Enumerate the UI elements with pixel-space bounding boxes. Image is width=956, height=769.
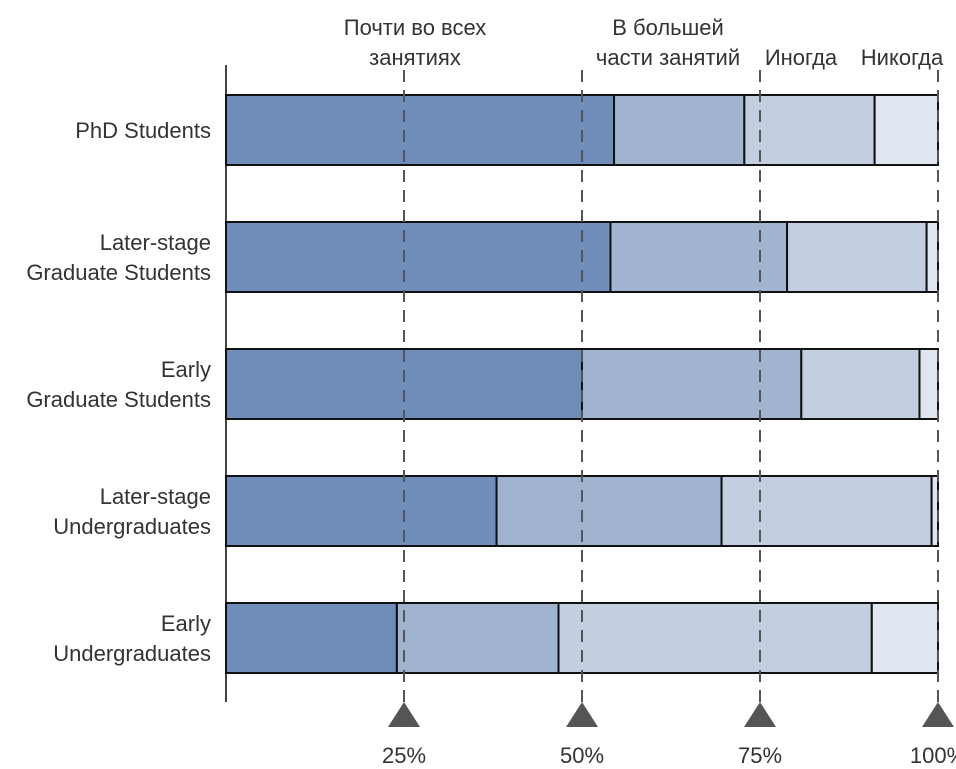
legend-label: Почти во всех [344,15,486,40]
bar-segment-4-3 [870,602,939,674]
x-tick-label: 100% [910,743,956,768]
category-label: Early [161,357,211,382]
legend-label: В большей [612,15,724,40]
bar-segment-4-1 [395,602,560,674]
bar-segment-4-0 [225,602,398,674]
legend-label: Иногда [765,45,838,70]
category-label: Undergraduates [53,514,211,539]
bar-segment-0-0 [225,94,616,166]
labels-layer: PhD Students Later-stage Graduate Students… [26,118,211,666]
category-label: Early [161,611,211,636]
bars-layer [225,65,940,702]
category-label: Graduate Students [26,260,211,285]
category-label: PhD Students [75,118,211,143]
triangle-marker [388,702,420,727]
ticks-layer: 25% 50% 75% 100% [382,702,956,768]
triangle-marker [744,702,776,727]
reference-lines-layer [403,70,939,702]
triangle-marker [566,702,598,727]
bar-segment-1-0 [225,221,612,293]
legend-label: занятиях [369,45,461,70]
bar-segment-0-3 [873,94,940,166]
category-label: Later-stage [100,484,211,509]
bar-segment-1-1 [609,221,789,293]
category-label: Undergraduates [53,641,211,666]
bar-segment-2-1 [581,348,803,420]
bar-segment-1-3 [925,221,939,293]
bar-segment-4-2 [557,602,873,674]
x-tick-label: 25% [382,743,426,768]
x-tick-label: 75% [738,743,782,768]
bar-segment-2-3 [918,348,939,420]
bar-segment-0-1 [613,94,746,166]
legend-label: части занятий [596,45,740,70]
legend-layer: Почти во всех занятиях В большей части заня… [344,15,944,70]
bar-segment-3-2 [720,475,933,547]
bar-segment-3-1 [495,475,723,547]
x-tick-label: 50% [560,743,604,768]
triangle-marker [922,702,954,727]
legend-label: Никогда [861,45,944,70]
bar-segment-0-2 [743,94,876,166]
bar-segment-1-2 [786,221,928,293]
bar-segment-2-2 [800,348,921,420]
category-label: Graduate Students [26,387,211,412]
bar-segment-3-0 [225,475,498,547]
category-label: Later-stage [100,230,211,255]
